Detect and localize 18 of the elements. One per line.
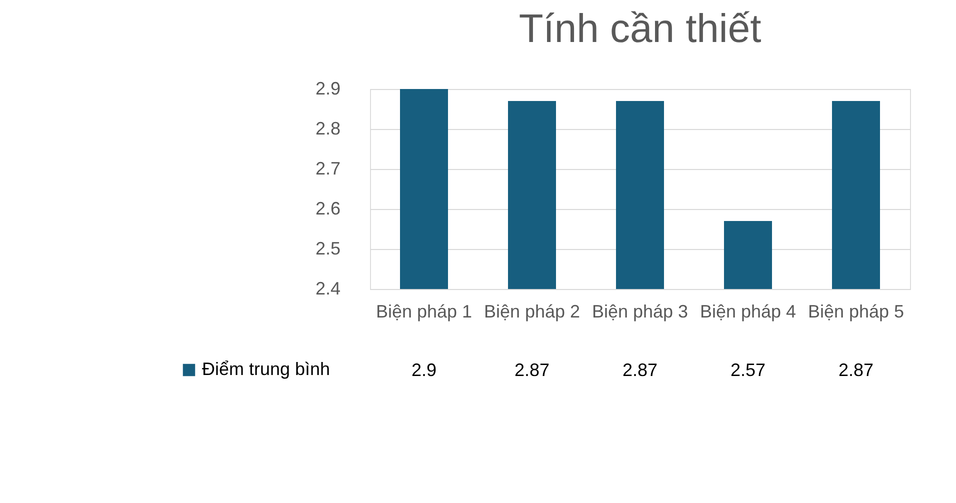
data-label: 2.9 <box>411 360 437 380</box>
data-label: 2.57 <box>730 360 766 380</box>
x-tick-label: Biện pháp 2 <box>484 302 580 322</box>
y-tick-label: 2.5 <box>315 238 340 258</box>
y-tick-label: 2.9 <box>315 78 340 98</box>
data-label: 2.87 <box>838 360 874 380</box>
legend-label: Điểm trung bình <box>202 359 330 379</box>
x-tick-label: Biện pháp 4 <box>700 302 796 322</box>
chart-title: Tính cần thiết <box>518 7 762 51</box>
y-tick-label: 2.6 <box>315 198 340 218</box>
data-label: 2.87 <box>514 360 550 380</box>
data-label: 2.87 <box>622 360 658 380</box>
y-tick-label: 2.7 <box>315 158 340 178</box>
x-tick-label: Biện pháp 5 <box>808 302 904 322</box>
x-tick-label: Biện pháp 1 <box>376 302 472 322</box>
y-tick-label: 2.8 <box>315 118 340 138</box>
x-tick-label: Biện pháp 3 <box>592 302 688 322</box>
y-tick-label: 2.4 <box>315 278 340 298</box>
